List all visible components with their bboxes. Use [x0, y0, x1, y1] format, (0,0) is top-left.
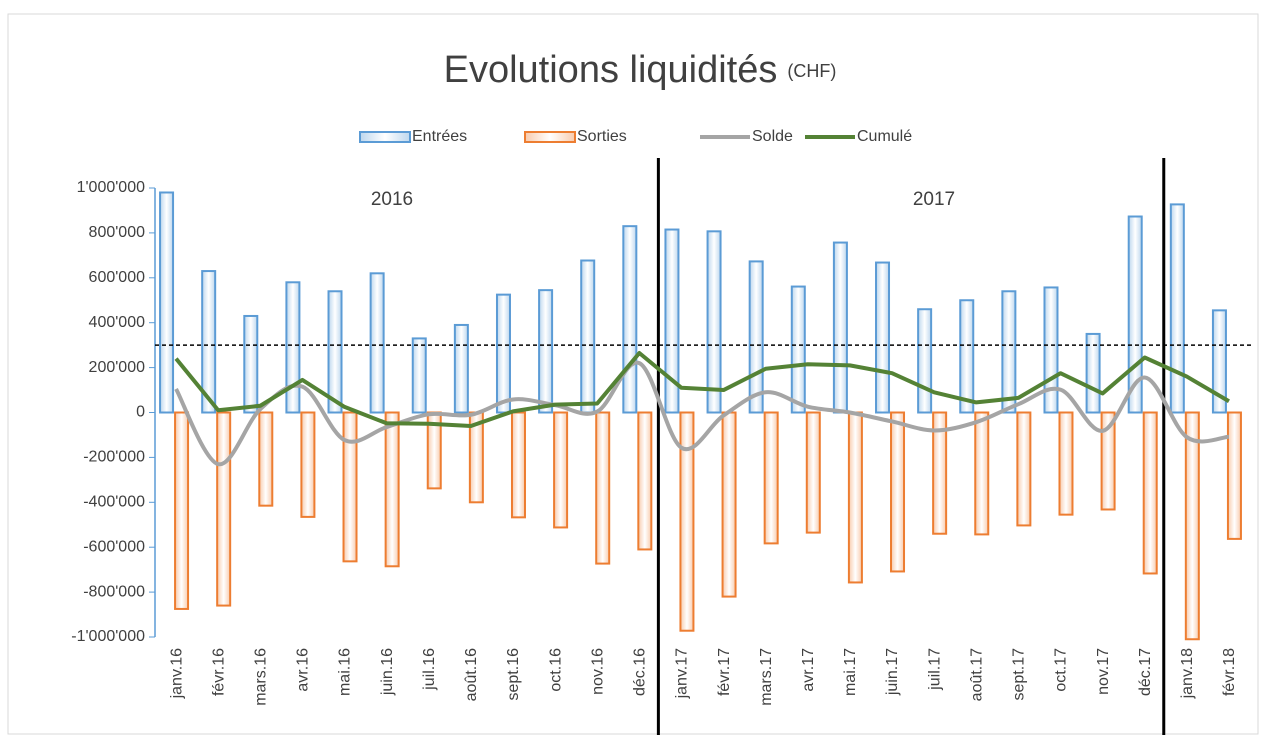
- x-tick-label: mai.17: [842, 648, 859, 696]
- line-series: [174, 360, 1230, 467]
- x-tick-label: oct.17: [1053, 648, 1070, 692]
- chart-title: Evolutions liquidités (CHF): [444, 49, 837, 91]
- bar: [411, 337, 427, 414]
- bar: [790, 285, 806, 414]
- bar: [1085, 332, 1101, 414]
- line-series: [174, 351, 1230, 428]
- bar: [174, 411, 190, 610]
- y-tick-label: 1'000'000: [77, 179, 146, 196]
- bar: [201, 270, 217, 414]
- bar: [1001, 290, 1017, 414]
- x-tick-label: mars.17: [758, 648, 775, 706]
- x-tick-label: juin.16: [379, 648, 396, 696]
- bar: [1142, 411, 1158, 575]
- x-tick-label: juil.16: [421, 648, 438, 691]
- y-tick-label: 600'000: [89, 269, 146, 286]
- x-tick-label: juil.17: [926, 648, 943, 691]
- y-tick-label: 200'000: [89, 359, 146, 376]
- y-tick-label: 800'000: [89, 224, 146, 241]
- x-tick-label: avr.17: [800, 648, 817, 692]
- bar: [974, 411, 990, 536]
- bar: [890, 411, 906, 573]
- x-tick-label: nov.16: [589, 648, 606, 695]
- bar: [1016, 411, 1032, 527]
- bar: [959, 299, 975, 414]
- y-tick-label: -200'000: [83, 449, 145, 466]
- x-tick-label: août.16: [463, 648, 480, 701]
- x-tick-label: déc.16: [632, 648, 649, 696]
- bar: [453, 323, 469, 414]
- bar: [763, 411, 779, 545]
- bar: [216, 411, 232, 607]
- bar: [258, 411, 274, 507]
- bar: [384, 411, 400, 568]
- bar: [664, 228, 680, 414]
- y-tick-label: -600'000: [83, 538, 145, 555]
- legend-label: Entrées: [412, 128, 467, 145]
- bar: [369, 272, 385, 414]
- bar: [875, 261, 891, 414]
- x-tick-label: août.17: [968, 648, 985, 701]
- bar: [706, 230, 722, 414]
- x-tick-label: oct.16: [547, 648, 564, 692]
- bar: [832, 241, 848, 414]
- year-label: 2016: [371, 189, 413, 210]
- bar: [553, 411, 569, 529]
- legend-swatch: [524, 131, 576, 143]
- x-tick-label: mai.16: [337, 648, 354, 696]
- y-tick-label: -1'000'000: [71, 628, 145, 645]
- bar: [342, 411, 358, 563]
- bar: [932, 411, 948, 535]
- bar: [159, 191, 175, 414]
- x-tick-label: févr.16: [210, 648, 227, 696]
- bar: [243, 314, 259, 414]
- bar: [679, 411, 695, 632]
- bar: [1043, 286, 1059, 414]
- x-tick-label: déc.17: [1137, 648, 1154, 696]
- bar: [1226, 411, 1242, 540]
- bar: [637, 411, 653, 551]
- bar: [1184, 411, 1200, 641]
- x-tick-label: juin.17: [884, 648, 901, 696]
- bar: [595, 411, 611, 565]
- y-tick-label: -400'000: [83, 494, 145, 511]
- bar: [1100, 411, 1116, 511]
- bar: [510, 411, 526, 519]
- legend-label: Sorties: [577, 128, 627, 145]
- x-tick-label: sept.16: [505, 648, 522, 701]
- bar: [622, 225, 638, 414]
- x-tick-label: janv.18: [1179, 648, 1196, 700]
- bar: [327, 290, 343, 414]
- x-tick-label: avr.16: [295, 648, 312, 692]
- bar: [847, 411, 863, 584]
- bar: [748, 260, 764, 414]
- bar: [805, 411, 821, 534]
- x-tick-label: févr.18: [1221, 648, 1238, 696]
- bar: [285, 281, 301, 414]
- bar: [1058, 411, 1074, 516]
- bar: [1169, 203, 1185, 414]
- bar: [917, 308, 933, 414]
- x-tick-label: janv.17: [674, 648, 691, 700]
- bar: [538, 289, 554, 414]
- y-tick-label: -800'000: [83, 583, 145, 600]
- y-tick-label: 400'000: [89, 314, 146, 331]
- x-tick-label: janv.16: [168, 648, 185, 700]
- legend-label: Cumulé: [857, 128, 912, 145]
- bar: [495, 293, 511, 414]
- x-tick-label: nov.17: [1095, 648, 1112, 695]
- legend-swatch: [359, 131, 411, 143]
- y-tick-label: 0: [136, 404, 145, 421]
- legend-label: Solde: [752, 128, 793, 145]
- bar: [721, 411, 737, 598]
- x-tick-label: sept.17: [1011, 648, 1028, 701]
- bar: [1211, 309, 1227, 414]
- bar: [300, 411, 316, 518]
- year-label: 2017: [913, 189, 955, 210]
- x-tick-label: févr.17: [716, 648, 733, 696]
- x-tick-label: mars.16: [253, 648, 270, 706]
- bar: [580, 259, 596, 414]
